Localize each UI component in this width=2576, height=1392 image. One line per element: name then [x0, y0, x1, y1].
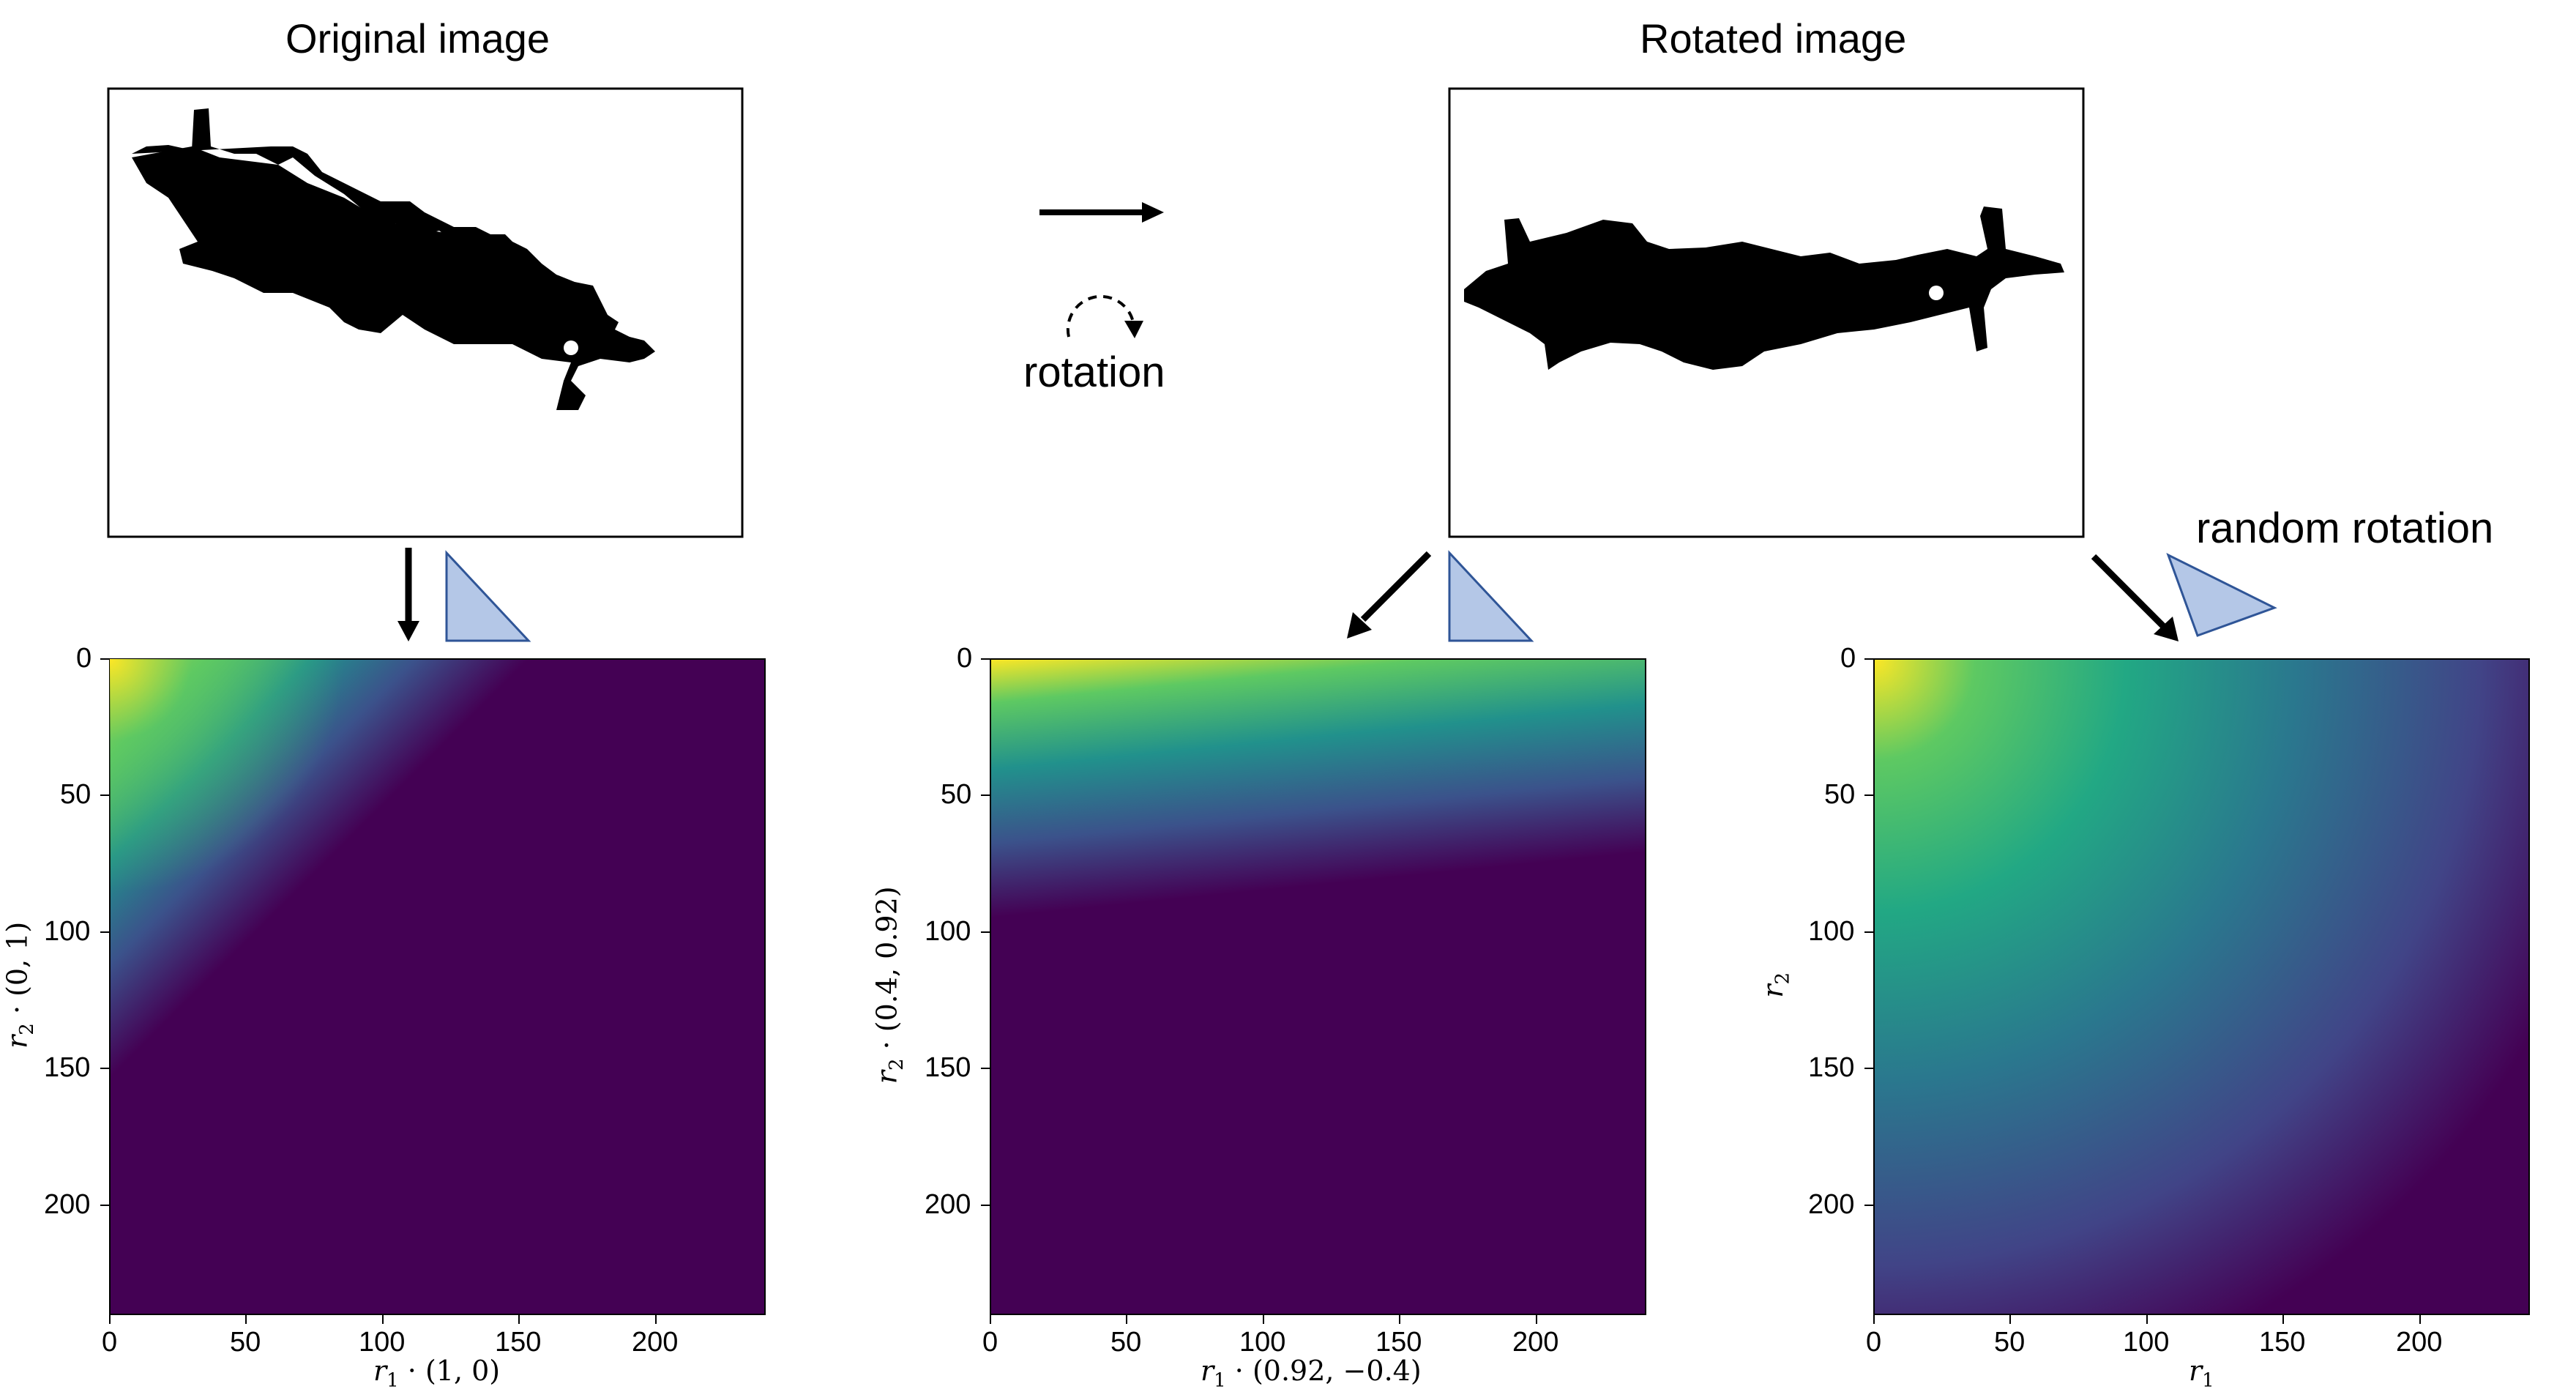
- x-tick: 50: [1994, 1327, 2026, 1358]
- x-tick: 200: [1512, 1327, 1559, 1358]
- random-rotation-label: random rotation: [2196, 505, 2494, 552]
- y-tick: 150: [925, 1052, 971, 1083]
- heatmap-3: [1873, 658, 2530, 1315]
- x-tick: 100: [359, 1327, 406, 1358]
- y-axis-label-1: r2 · (0, 1): [1, 921, 38, 1049]
- x-tick: 150: [1375, 1327, 1422, 1358]
- x-tick: 200: [632, 1327, 679, 1358]
- y-tick: 100: [1808, 916, 1855, 947]
- y-tick: 50: [60, 779, 92, 810]
- x-axis-label-2: r1 · (0.92, −0.4): [1201, 1355, 1422, 1392]
- y-tick: 200: [44, 1189, 91, 1220]
- x-tick: 50: [230, 1327, 261, 1358]
- arrow-down-2: [1360, 551, 1432, 622]
- x-tick: 100: [2123, 1327, 2170, 1358]
- y-tick: 0: [76, 643, 92, 674]
- y-tick: 50: [1824, 779, 1856, 810]
- x-tick: 150: [495, 1327, 542, 1358]
- x-axis-label-1: r1 · (1, 0): [373, 1355, 501, 1392]
- y-tick: 200: [1808, 1189, 1855, 1220]
- triangle-2: [1448, 550, 1534, 642]
- x-tick: 0: [102, 1327, 118, 1358]
- y-tick: 50: [941, 779, 972, 810]
- rotated-shape: [1464, 206, 2064, 370]
- y-tick: 0: [957, 643, 973, 674]
- y-tick: 0: [1840, 643, 1856, 674]
- title-original: Original image: [285, 15, 550, 62]
- arrow-down-3: [2091, 554, 2166, 629]
- original-shape-body: [132, 146, 644, 410]
- y-tick: 200: [925, 1189, 971, 1220]
- x-tick: 0: [982, 1327, 998, 1358]
- rotation-arrow: [1066, 294, 1135, 338]
- tick-marks: [100, 658, 2421, 1324]
- y-tick: 150: [44, 1052, 91, 1083]
- triangle-1: [445, 550, 531, 642]
- y-axis-label-2: r2 · (0.4, 0.92): [870, 886, 908, 1084]
- x-tick: 50: [1110, 1327, 1142, 1358]
- x-axis-label-3: r1: [2189, 1355, 2214, 1392]
- heatmap-2: [990, 658, 1646, 1315]
- y-axis-label-3: r2: [1757, 972, 1794, 998]
- x-tick: 200: [2396, 1327, 2443, 1358]
- y-tick: 150: [1808, 1052, 1855, 1083]
- title-rotated: Rotated image: [1640, 15, 1907, 62]
- y-tick: 100: [44, 916, 91, 947]
- x-tick: 0: [1866, 1327, 1882, 1358]
- x-tick: 100: [1239, 1327, 1286, 1358]
- rotation-label: rotation: [1023, 349, 1165, 396]
- x-tick: 150: [2259, 1327, 2306, 1358]
- y-tick: 100: [925, 916, 971, 947]
- triangle-3: [2166, 552, 2277, 637]
